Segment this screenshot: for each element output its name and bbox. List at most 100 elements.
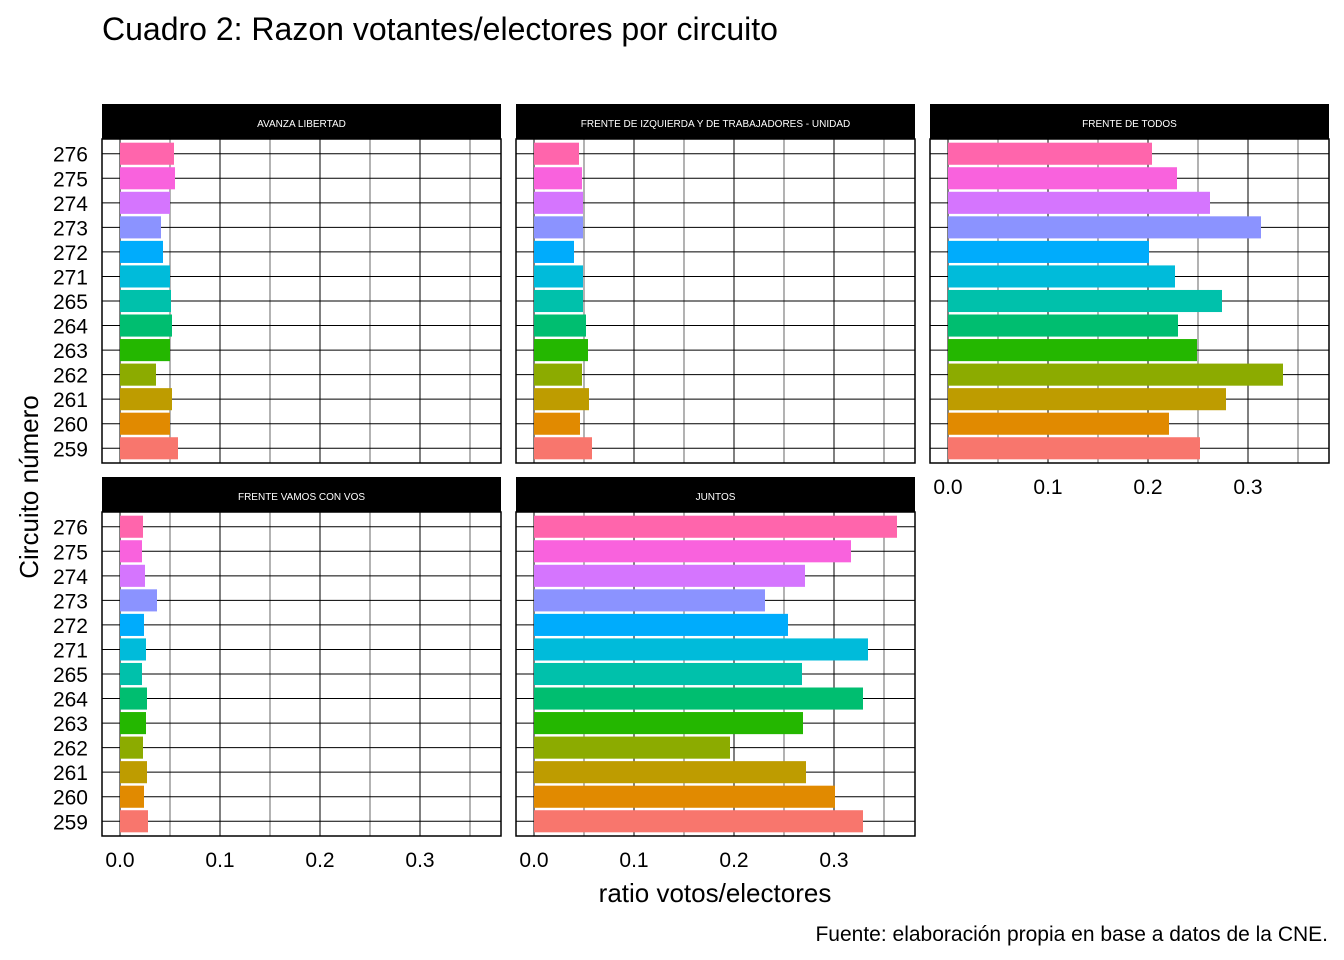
facet-title: AVANZA LIBERTAD [257, 119, 346, 130]
bar-274 [120, 564, 145, 587]
y-tick-label: 275 [53, 168, 88, 191]
x-tick-label: 0.1 [619, 849, 648, 872]
bar-260 [948, 412, 1169, 435]
y-tick-label: 275 [53, 541, 88, 564]
x-tick-label: 0.2 [305, 849, 334, 872]
bar-261 [534, 388, 589, 411]
bar-276 [948, 142, 1152, 165]
y-tick-label: 264 [53, 689, 88, 712]
bar-276 [534, 142, 579, 165]
bar-260 [534, 412, 580, 435]
bar-265 [120, 662, 142, 686]
x-tick-label: 0.3 [405, 849, 434, 872]
facet-title: FRENTE DE TODOS [1082, 119, 1177, 130]
bar-271 [534, 265, 583, 288]
bar-259 [534, 810, 863, 833]
bar-272 [534, 240, 574, 263]
bar-262 [948, 363, 1283, 386]
y-tick-label: 263 [53, 340, 88, 363]
bar-265 [120, 289, 171, 313]
bar-265 [948, 289, 1222, 313]
caption: Fuente: elaboración propia en base a dat… [815, 923, 1328, 946]
bar-264 [534, 314, 586, 337]
y-tick-label: 272 [53, 615, 88, 638]
y-tick-label: 273 [53, 590, 88, 613]
x-tick-label: 0.2 [1133, 476, 1162, 499]
facet-title: FRENTE VAMOS CON VOS [238, 492, 365, 503]
y-tick-label: 276 [53, 144, 88, 167]
bar-276 [120, 515, 143, 538]
bar-276 [120, 142, 174, 165]
bar-274 [120, 191, 170, 214]
bar-263 [534, 339, 588, 362]
y-axis-label: Circuito número [14, 395, 44, 579]
y-tick-label: 262 [53, 365, 88, 388]
facet-strip [102, 477, 501, 512]
y-tick-label: 264 [53, 316, 88, 339]
bar-273 [534, 216, 583, 239]
bar-259 [120, 810, 148, 833]
bar-274 [948, 191, 1210, 214]
y-tick-label: 276 [53, 517, 88, 540]
x-tick-label: 0.0 [933, 476, 962, 499]
bar-274 [534, 564, 805, 587]
x-tick-label: 0.0 [519, 849, 548, 872]
facet-strip [930, 104, 1329, 139]
bar-275 [120, 167, 175, 190]
bar-264 [534, 687, 863, 710]
facet-title: JUNTOS [696, 492, 736, 503]
bar-275 [534, 540, 851, 563]
bar-264 [120, 687, 147, 710]
bar-263 [534, 712, 803, 735]
y-tick-label: 259 [53, 438, 88, 461]
y-tick-label: 273 [53, 217, 88, 240]
bar-265 [534, 662, 802, 686]
y-tick-label: 259 [53, 811, 88, 834]
bar-260 [534, 785, 835, 808]
y-tick-label: 262 [53, 738, 88, 761]
bar-273 [948, 216, 1261, 239]
facet-title: FRENTE DE IZQUIERDA Y DE TRABAJADORES - … [581, 119, 851, 130]
bar-275 [120, 540, 142, 563]
panel-border [515, 138, 916, 464]
bar-271 [534, 638, 868, 661]
y-tick-label: 261 [53, 389, 88, 412]
y-tick-label: 274 [53, 193, 88, 216]
x-tick-label: 0.3 [1233, 476, 1262, 499]
x-tick-label: 0.2 [719, 849, 748, 872]
y-tick-label: 274 [53, 566, 88, 589]
panel-border [101, 511, 502, 837]
bar-275 [948, 167, 1177, 190]
bar-264 [120, 314, 172, 337]
y-tick-label: 265 [53, 291, 88, 314]
bar-259 [120, 437, 178, 460]
chart-title: Cuadro 2: Razon votantes/electores por c… [102, 11, 778, 47]
bar-261 [120, 388, 172, 411]
y-tick-label: 271 [53, 266, 88, 289]
bar-272 [120, 240, 163, 263]
bar-272 [948, 240, 1149, 263]
bar-271 [948, 265, 1175, 288]
bar-271 [120, 265, 170, 288]
y-tick-label: 265 [53, 664, 88, 687]
bar-264 [948, 314, 1178, 337]
y-tick-label: 271 [53, 639, 88, 662]
bar-262 [120, 363, 156, 386]
facet-strip [102, 104, 501, 139]
bar-262 [120, 736, 143, 759]
bar-274 [534, 191, 583, 214]
panel-border [929, 138, 1330, 464]
y-tick-label: 260 [53, 787, 88, 810]
bar-263 [120, 339, 170, 362]
bar-260 [120, 785, 144, 808]
bar-263 [120, 712, 146, 735]
bar-263 [948, 339, 1197, 362]
bar-273 [534, 589, 765, 612]
bar-272 [120, 613, 144, 636]
y-tick-label: 261 [53, 762, 88, 785]
bar-271 [120, 638, 146, 661]
x-tick-label: 0.1 [205, 849, 234, 872]
x-tick-label: 0.3 [819, 849, 848, 872]
bar-265 [534, 289, 583, 313]
